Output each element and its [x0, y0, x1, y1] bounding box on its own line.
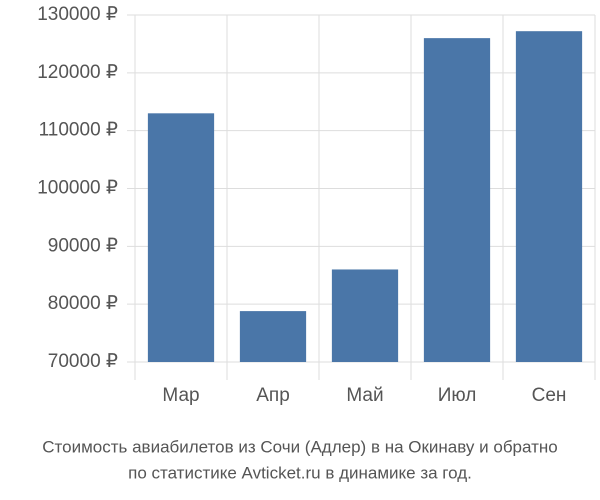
chart-title: Стоимость авиабилетов из Сочи (Адлер) в …	[42, 437, 557, 456]
x-tick-label: Мар	[162, 385, 199, 406]
y-tick-label: 80000 ₽	[48, 293, 118, 314]
y-tick-label: 70000 ₽	[48, 351, 118, 372]
x-tick-label: Апр	[256, 385, 290, 406]
y-tick-label: 100000 ₽	[37, 178, 118, 199]
x-tick-label: Июл	[438, 385, 477, 406]
x-tick-label: Май	[346, 385, 383, 406]
y-tick-label: 120000 ₽	[37, 62, 118, 83]
y-tick-label: 110000 ₽	[39, 120, 118, 141]
bar	[331, 269, 399, 362]
bar	[147, 113, 215, 362]
bar	[239, 311, 307, 362]
chart-subtitle: по статистике Avticket.ru в динамике за …	[128, 463, 472, 482]
bar	[515, 31, 583, 363]
x-tick-label: Сен	[532, 385, 567, 406]
y-tick-label: 90000 ₽	[48, 235, 118, 256]
bar	[423, 38, 491, 363]
y-tick-label: 130000 ₽	[37, 4, 118, 25]
